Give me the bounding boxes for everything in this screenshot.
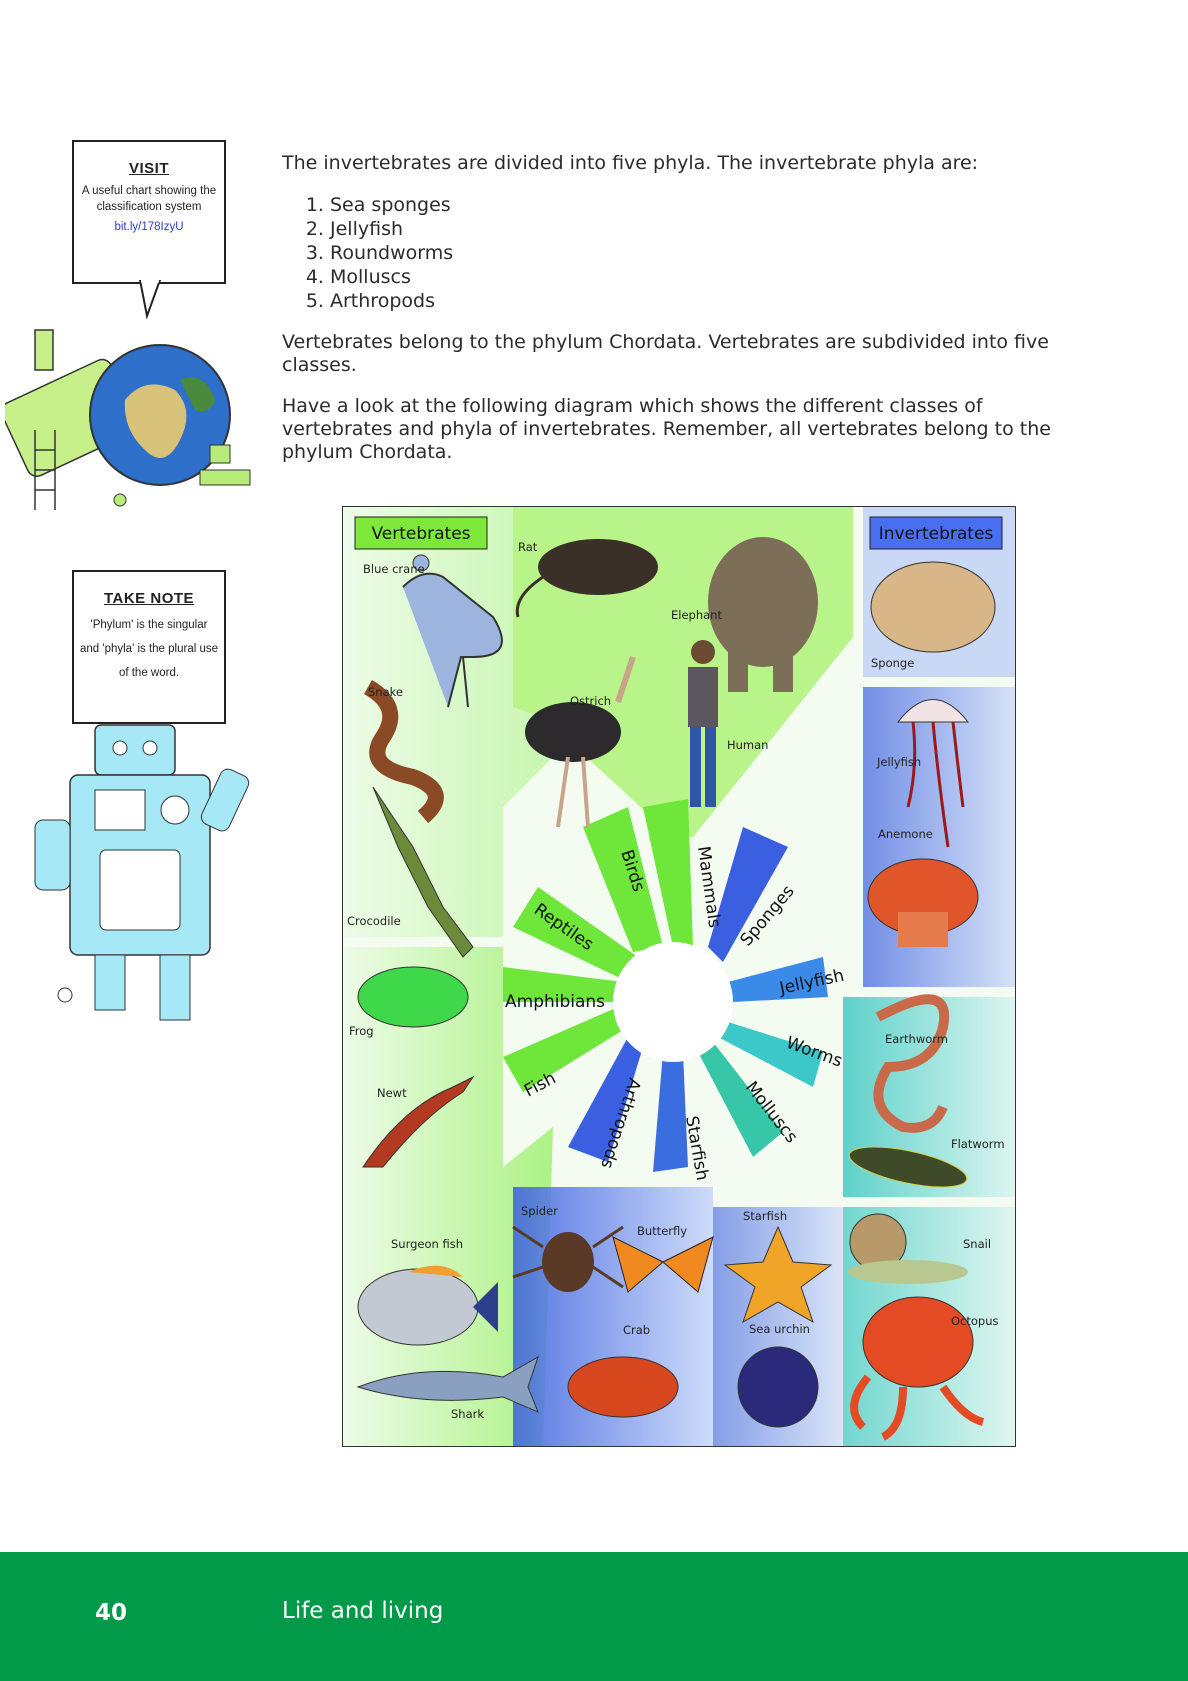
animal-label: Snake [368,685,403,699]
vertebrates-title-box [354,516,488,550]
take-note-callout: TAKE NOTE 'Phylum' is the singular and '… [72,570,226,724]
jellyfish-icon [896,699,970,848]
invertebrate-wedges [568,827,828,1172]
animal-label: Spider [521,1204,558,1218]
elephant-icon [708,537,818,692]
animal-label: Octopus [951,1314,999,1328]
take-note-title: TAKE NOTE [103,590,195,607]
list-item: Arthropods [330,289,1082,313]
animal-label: Snail [963,1237,991,1251]
blue-crane-icon [402,554,503,708]
octopus-icon [850,1296,985,1441]
animal-label: Surgeon fish [391,1237,463,1251]
sea-urchin-icon [737,1346,819,1428]
animal-label: Frog [349,1024,374,1038]
vertebrates-title: Vertebrates [371,524,470,544]
robot-illustration [34,724,250,1021]
frog-icon [357,966,469,1028]
shark-icon [356,1355,539,1413]
globe-telescope-illustration [5,329,251,510]
ladder-icon [34,430,56,510]
diagram-intro-paragraph: Have a look at the following diagram whi… [282,395,1051,463]
classification-diagram: Vertebrates Invertebrates Mammals Birds … [342,506,1016,1447]
sponge-icon [870,561,996,653]
animal-label: Crocodile [347,914,401,928]
animal-label: Butterfly [637,1224,687,1238]
animal-label: Rat [518,540,538,554]
list-item: Jellyfish [330,217,1082,241]
flatworm-icon [848,1146,968,1188]
list-item: Sea sponges [330,193,1082,217]
crab-icon [567,1356,679,1418]
butterfly-icon [612,1236,714,1293]
take-note-text: 'Phylum' is the singular and 'phyla' is … [80,619,219,679]
animal-label: Elephant [671,608,722,622]
visit-bubble-tail [138,280,162,320]
animal-label: Newt [377,1086,407,1100]
animal-label: Sponge [871,656,914,670]
list-item: Roundworms [330,241,1082,265]
vertebrate-wedges [503,799,693,1092]
snail-icon [848,1213,968,1284]
invertebrates-title: Invertebrates [879,524,994,544]
group-label-amphibians: Amphibians [505,992,605,1012]
intro-paragraph: The invertebrates are divided into five … [282,152,979,174]
rat-icon [515,539,658,618]
section-title: Life and living [282,1598,444,1624]
animal-label: Crab [623,1323,650,1337]
computer-desk-icon [199,444,251,486]
main-text: The invertebrates are divided into five … [282,152,1082,482]
list-item: Molluscs [330,265,1082,289]
visit-callout: VISIT A useful chart showing the classif… [72,140,226,284]
visit-text: A useful chart showing the classificatio… [81,185,217,213]
earthworm-icon [873,994,950,1133]
animal-label: Human [727,738,768,752]
snake-icon [363,680,444,824]
animal-label: Anemone [878,827,933,841]
visit-link[interactable]: bit.ly/178IzyU [114,221,184,233]
crocodile-icon [372,786,474,958]
animal-label: Flatworm [951,1137,1005,1151]
person-icon [113,493,127,507]
human-icon [688,640,718,807]
animal-label: Ostrich [570,694,611,708]
anemone-icon [867,858,979,947]
visit-title: VISIT [128,160,169,177]
phyla-list: Sea sponges Jellyfish Roundworms Mollusc… [282,193,1082,313]
spider-icon [512,1225,624,1292]
newt-icon [362,1075,475,1168]
starfish-icon [723,1225,833,1324]
animal-label: Starfish [743,1209,787,1223]
animal-label: Blue crane [363,562,425,576]
robot-head-icon [94,724,176,776]
page-number: 40 [95,1600,128,1626]
chordata-paragraph: Vertebrates belong to the phylum Chordat… [282,331,1049,376]
animal-label: Jellyfish [876,755,921,769]
animal-label: Earthworm [885,1032,948,1046]
surgeon-fish-icon [357,1265,498,1346]
page-footer: 40 Life and living [0,1552,1188,1681]
invertebrates-title-box [869,516,1003,550]
animal-label: Shark [451,1407,484,1421]
ostrich-icon [525,656,636,828]
animal-label: Sea urchin [749,1322,810,1336]
bolt-icon [57,987,73,1003]
